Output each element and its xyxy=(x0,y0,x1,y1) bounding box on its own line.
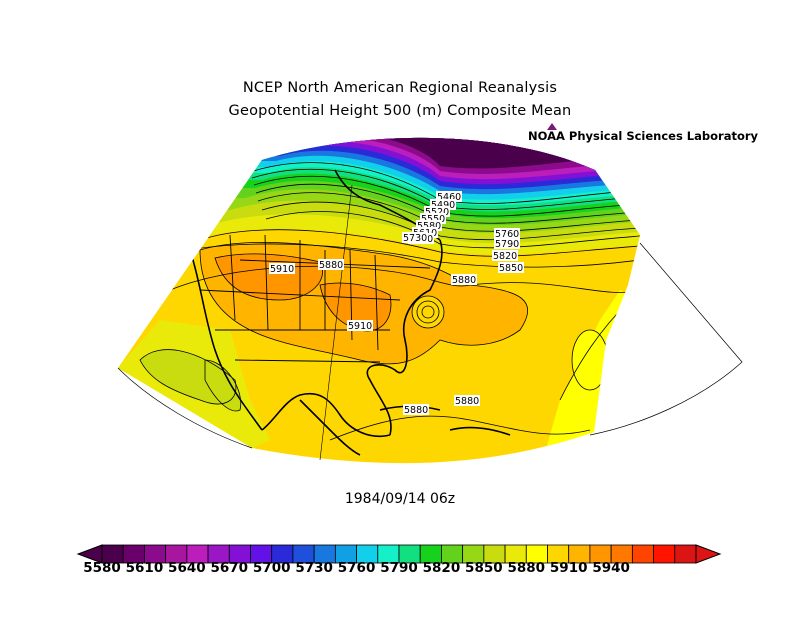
contour-label: 5850 xyxy=(499,263,523,274)
colorbar-tick-label: 5820 xyxy=(422,560,461,576)
chart-title: NCEP North American Regional Reanalysis xyxy=(242,80,558,96)
contour-label: 5910 xyxy=(348,321,372,332)
contour-label: 5880 xyxy=(452,275,476,286)
colorbar-swatch xyxy=(653,544,676,564)
contour-label: 5820 xyxy=(493,251,517,262)
contour-label: 5460 xyxy=(437,192,461,203)
colorbar-tick-label: 5700 xyxy=(252,560,291,576)
graticule xyxy=(319,184,353,461)
chart-subtitle: Geopotential Height 500 (m) Composite Me… xyxy=(228,103,572,119)
contour-label: 5880 xyxy=(455,396,479,407)
colorbar-tick-label: 5730 xyxy=(295,560,333,576)
contour-label: 5730 xyxy=(403,233,427,244)
colorbar-tick-label: 5610 xyxy=(125,560,164,576)
colorbar-tick-label: 5580 xyxy=(83,560,121,576)
credit-text: NOAA Physical Sciences Laboratory xyxy=(528,129,759,143)
contour-label: 5880 xyxy=(319,260,343,271)
credit-label: NOAA Physical Sciences Laboratory xyxy=(528,123,759,143)
colorbar-tick-label: 5790 xyxy=(380,560,418,576)
contour-label: 5790 xyxy=(495,239,519,250)
contour-label: 5910 xyxy=(270,264,294,275)
contour-label: 5760 xyxy=(495,229,519,240)
contour-label: 5880 xyxy=(404,405,428,416)
contour-label: 5550 xyxy=(421,214,445,225)
colorbar-tick-label: 5940 xyxy=(592,560,630,576)
colorbar-tick-label: 5850 xyxy=(465,560,503,576)
colorbar-swatch xyxy=(674,544,697,564)
colorbar-tick-label: 5670 xyxy=(210,560,249,576)
projection-outline xyxy=(117,242,743,449)
contour-label: 5490 xyxy=(431,200,455,211)
coastlines xyxy=(189,169,511,456)
colorbar-tick-label: 5760 xyxy=(337,560,376,576)
colorbar-tick-label: 5880 xyxy=(507,560,546,576)
colorbar-tick-label: 5910 xyxy=(549,560,588,576)
colorbar-arrow-right xyxy=(695,544,722,564)
colorbar-swatch xyxy=(631,544,654,564)
contour-label-group: 5460 5490 5520 5550 5580 5610 5700 5730 … xyxy=(269,191,524,416)
contour-label: 5520 xyxy=(425,207,449,218)
contour-label: 5580 xyxy=(417,221,441,232)
date-label: 1984/09/14 06z xyxy=(344,491,456,507)
colorbar-tick-label: 5640 xyxy=(168,560,206,576)
